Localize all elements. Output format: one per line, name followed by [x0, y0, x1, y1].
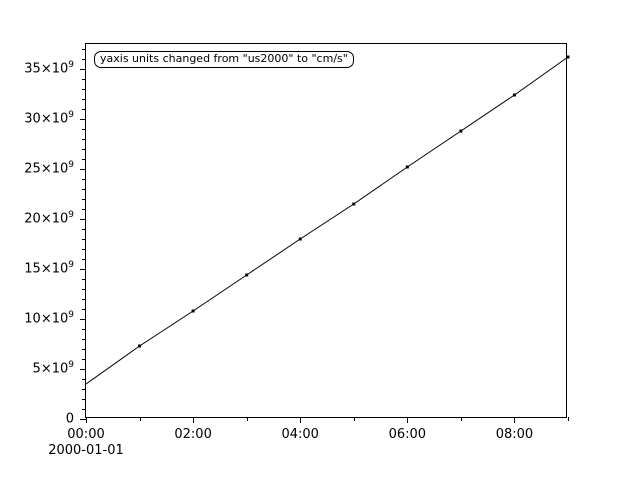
y-tick-minor [82, 89, 86, 90]
y-tick-minor [82, 59, 86, 60]
x-tick-label: 02:00 [174, 427, 212, 442]
y-tick-minor [82, 159, 86, 160]
y-tick-minor [82, 279, 86, 280]
plot-frame: 0 5×109 10×109 15×109 20×109 25×109 30×109 35×1… [24, 43, 570, 458]
data-point-marker [138, 344, 142, 348]
series-markers [138, 55, 570, 348]
y-tick-minor [82, 129, 86, 130]
y-tick-label: 5×109 [32, 360, 74, 377]
x-tick-label: 06:00 [388, 427, 427, 442]
data-series [85, 55, 570, 385]
y-tick-minor [82, 399, 86, 400]
y-tick-minor [82, 259, 86, 260]
x-tick-minor [460, 417, 462, 421]
y-tick-minor [82, 389, 86, 390]
y-tick-label: 30×109 [24, 110, 74, 127]
y-tick-label: 15×109 [24, 260, 74, 277]
y-tick-minor [82, 299, 86, 300]
y-tick-minor [82, 189, 86, 190]
y-tick-label: 10×109 [24, 310, 74, 327]
y-tick-label: 20×109 [24, 210, 74, 227]
y-tick-minor [82, 149, 86, 150]
data-point-marker [298, 237, 302, 241]
y-tick-label: 0 [65, 411, 74, 427]
y-tick-minor [82, 239, 86, 240]
y-tick-minor [82, 109, 86, 110]
x-tick-major [193, 417, 195, 423]
y-tick-minor [82, 249, 86, 250]
y-tick-minor [82, 329, 86, 330]
x-tick-minor [246, 417, 248, 421]
y-tick-minor [82, 49, 86, 50]
y-tick-minor [82, 359, 86, 360]
y-tick-minor [82, 209, 86, 210]
x-tick-major [300, 417, 302, 423]
data-point-marker [459, 129, 463, 133]
data-point-marker [245, 273, 249, 277]
y-tick-minor [82, 179, 86, 180]
data-point-marker [405, 165, 409, 169]
x-tick-label: 08:00 [495, 427, 534, 442]
x-tick-minor [139, 417, 141, 421]
y-tick-minor [82, 79, 86, 80]
plot-area: 0 5×109 10×109 15×109 20×109 25×109 30×109 35×1… [24, 44, 570, 458]
y-tick-minor [82, 139, 86, 140]
y-tick-major [80, 219, 86, 220]
data-point-marker [512, 93, 516, 97]
y-tick-minor [82, 349, 86, 350]
x-tick-label: 04:00 [281, 427, 319, 442]
data-point-marker [352, 202, 356, 206]
y-tick-minor [82, 99, 86, 100]
x-axis-date-label: 2000-01-01 [48, 443, 124, 459]
y-tick-major [80, 419, 86, 420]
x-tick-minor [353, 417, 355, 421]
x-tick-minor [568, 417, 569, 421]
data-point-marker [566, 55, 570, 59]
y-tick-minor [82, 309, 86, 310]
y-tick-major [80, 119, 86, 120]
y-tick-label: 35×109 [24, 60, 74, 77]
y-tick-minor [82, 199, 86, 200]
y-tick-major [80, 269, 86, 270]
y-tick-major [80, 319, 86, 320]
y-tick-major [80, 169, 86, 170]
y-tick-minor [82, 379, 86, 380]
x-tick-major [86, 417, 87, 423]
x-tick-major [407, 417, 409, 423]
data-point-marker [191, 309, 195, 313]
units-change-annotation: yaxis units changed from "us2000" to "cm… [94, 51, 354, 69]
y-tick-minor [82, 229, 86, 230]
x-tick-major [514, 417, 516, 423]
y-tick-major [80, 369, 86, 370]
x-tick-label: 00:00 2000-01-01 [48, 427, 124, 459]
y-tick-label: 25×109 [24, 160, 74, 177]
y-tick-minor [82, 289, 86, 290]
y-tick-minor [82, 339, 86, 340]
y-tick-major [80, 69, 86, 70]
y-tick-minor [82, 409, 86, 410]
series-line [85, 56, 569, 385]
